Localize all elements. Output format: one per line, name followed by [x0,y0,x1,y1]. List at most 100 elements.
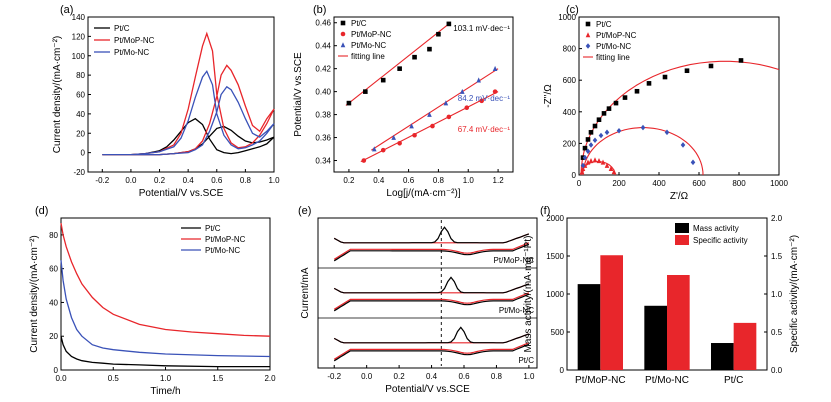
panel-label: (f) [540,205,550,217]
y2-tick-label: 0.5 [771,328,783,337]
legend-marker [585,43,591,49]
y-tick-label: 60 [49,265,58,274]
x-tick-label: 0.2 [154,176,166,185]
x-tick-label: 0.8 [433,176,445,185]
x-tick-label: 0.8 [491,372,503,381]
data-point [585,148,591,155]
fitting-arc [580,161,616,175]
legend-swatch [675,223,689,233]
data-point [608,165,614,171]
bar-mass-activity [644,305,667,370]
y-tick-label: 2000 [546,214,564,223]
x-tick-label: 0.2 [343,176,355,185]
panel-e: (e) -0.2 0.0 0.2 0.4 0.6 0.8 1.0 Potential/V vs.… [298,205,538,395]
subpanel-label: Pt/Mo-NC [499,306,534,315]
y-tick-label: 0.34 [315,157,331,166]
data-point [664,129,670,136]
y2-tick-label: 1.5 [771,252,783,261]
x-axis-label: Potential/V vs.SCE [385,384,470,395]
legend-marker [340,42,346,48]
data-point [585,137,591,142]
y-axis-label: Current density/(mA·cm⁻²) [52,36,63,154]
y-tick-label: 0 [81,149,86,158]
data-point [346,100,352,106]
legend-label: fitting line [351,52,385,61]
x-tick-label: 0.5 [108,374,120,383]
legend-marker [585,32,591,38]
panel-f: (f) 0 500 1000 1500 2000 Mass activity/(mA·mg⁻… [523,205,800,386]
x-category-label: Pt/Mo-NC [645,375,689,386]
panel-label: (a) [60,4,73,16]
data-point [613,100,619,106]
data-point [604,162,610,168]
cv-forward-black [333,326,530,344]
data-point [592,157,598,163]
data-point [436,31,441,37]
y-tick-label: 40 [76,110,85,119]
x-category-label: Pt/C [724,375,743,386]
panel-b: (b) 0.2 0.4 0.6 0.8 1.0 1.2 Log[j/(mA·cm⁻²)] 0.3… [293,4,514,199]
data-point [409,123,414,129]
data-point [363,89,368,94]
data-point [684,68,690,74]
data-point [640,124,646,131]
cv-forward-red [333,333,530,344]
data-point [371,146,377,152]
y-tick-label: 1000 [546,290,564,299]
y-tick-label: 0.46 [315,19,331,28]
data-point [412,132,417,138]
series-line-0 [60,336,270,368]
legend-swatch [675,235,689,245]
data-point [580,165,586,171]
x-tick-label: 1.0 [268,176,280,185]
y-tick-label: 140 [72,13,86,22]
panel-c: (c) 0 200 400 600 800 1000 Z'/Ω 0 200 400 600 800 100… [543,4,788,202]
data-point [588,130,594,135]
y-axis-label: Current density/(mA·cm⁻²) [29,235,40,353]
subpanel-label: Pt/C [518,356,534,365]
y-tick-label: 80 [76,71,85,80]
panel-a: (a) -0.2 0.0 0.2 0.4 0.6 0.8 1.0 Potential/V vs.… [52,4,280,199]
y-tick-label: 20 [49,332,58,341]
plot-frame [333,16,514,173]
data-point [662,74,668,80]
bar-specific-activity [733,322,757,370]
data-point [380,77,386,83]
data-point [601,111,607,116]
x-tick-label: 1.5 [212,374,224,383]
x-tick-label: 1.2 [493,176,505,185]
x-tick-label: 600 [692,179,706,188]
panel-label: (e) [298,205,311,217]
y-tick-label: 20 [76,129,85,138]
data-point [443,100,449,106]
legend-label: Pt/Mo-NC [351,41,386,50]
data-point [479,98,484,104]
x-tick-label: 0 [577,179,582,188]
data-point [580,162,586,169]
y-tick-label: 0.40 [315,88,331,97]
data-point [464,105,470,111]
cv-forward-black [333,276,530,294]
bar-mass-activity [711,343,734,370]
x-tick-label: 200 [612,179,626,188]
legend-label: Pt/Mo-NC [114,48,149,57]
data-point [582,154,588,161]
slope-annotation: 67.4 mV·dec⁻¹ [458,125,511,134]
cv-backward-red [333,292,530,310]
bar-specific-activity [667,275,690,370]
data-point [585,159,591,165]
cv-backward-black [333,243,530,262]
y2-tick-label: 2.0 [771,214,783,223]
y-tick-label: 400 [563,108,577,117]
x-tick-label: -0.2 [95,176,109,185]
data-point [646,81,652,86]
plot-frame [578,16,780,176]
x-tick-label: 1.0 [463,176,475,185]
x-tick-label: 0.4 [183,176,195,185]
data-point [598,132,604,139]
data-point [606,106,612,111]
series-line-2 [60,260,271,358]
data-point [427,111,432,117]
y-tick-label: 0 [560,366,565,375]
data-point [616,127,622,134]
